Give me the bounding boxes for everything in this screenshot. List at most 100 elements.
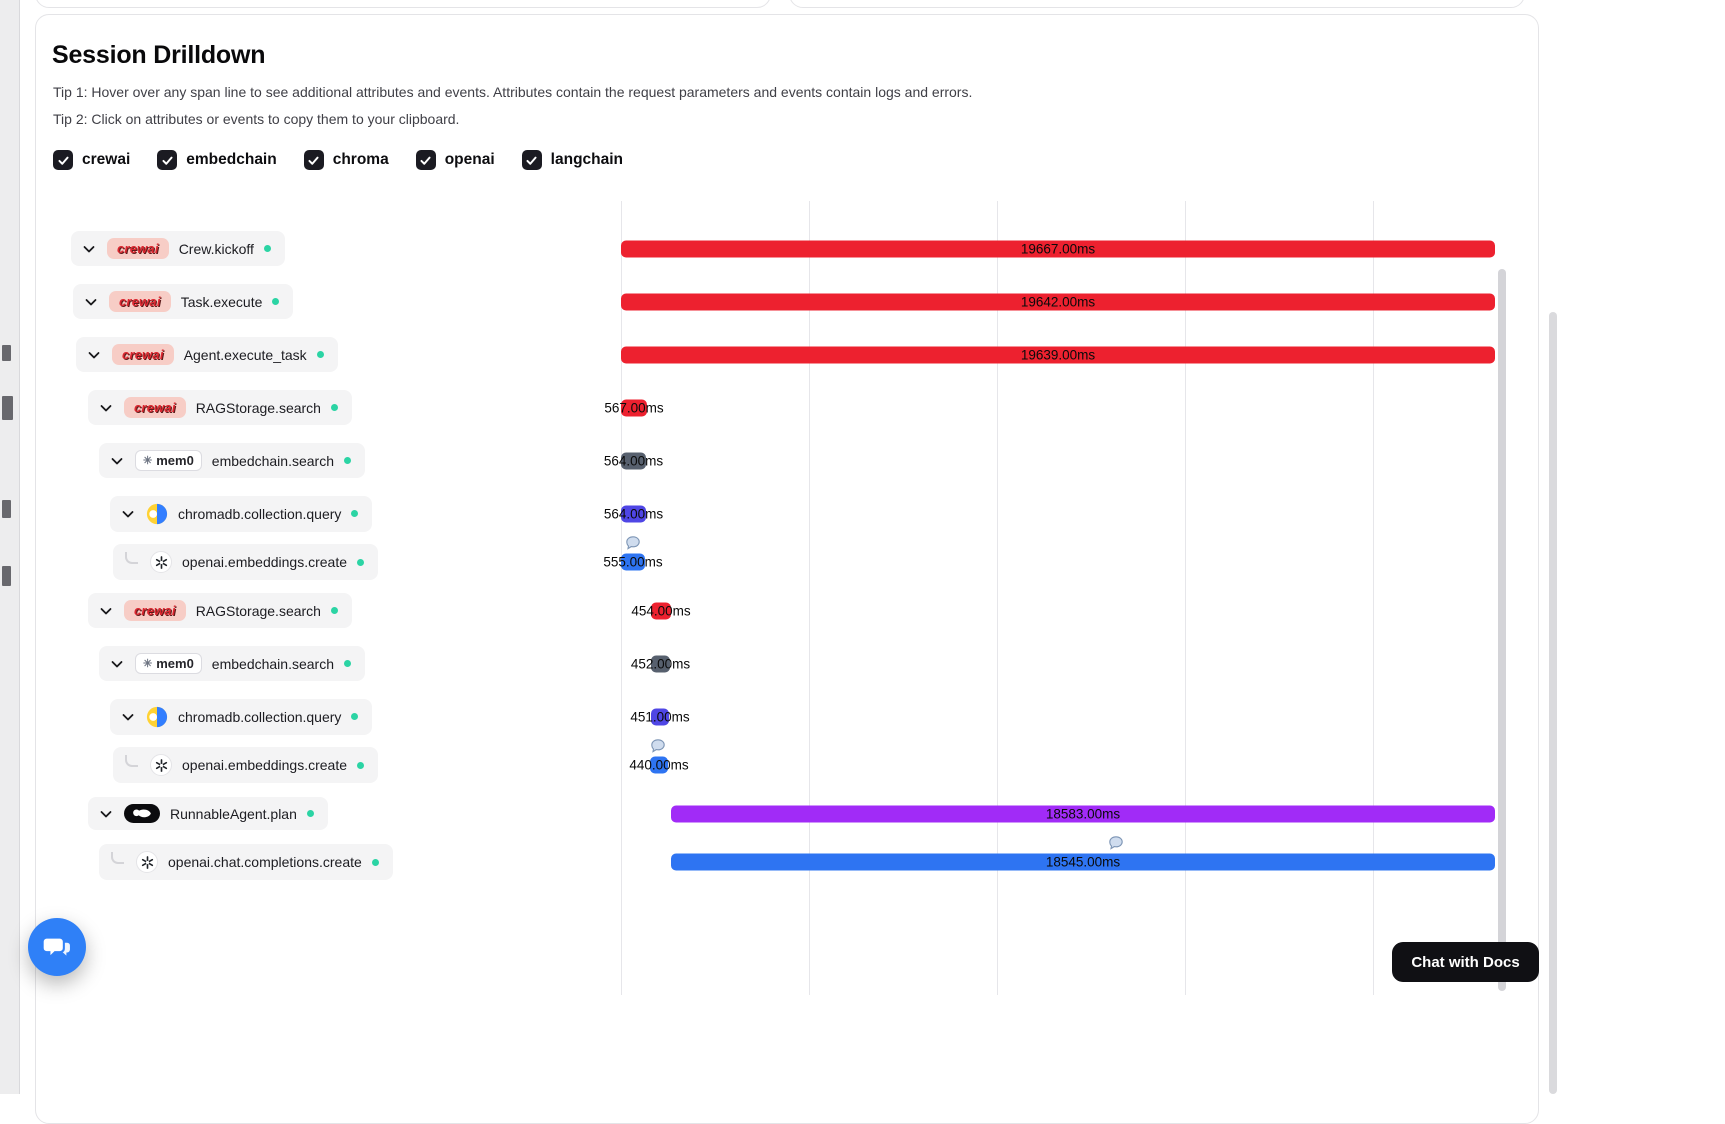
checkbox-icon[interactable]	[521, 150, 542, 170]
span-name: chromadb.collection.query	[178, 708, 342, 725]
duration-bar[interactable]	[651, 708, 669, 725]
span-pill[interactable]: crewai Agent.execute_task	[76, 337, 338, 372]
event-bubble-icon[interactable]	[625, 535, 641, 551]
span-rows: crewai Crew.kickoff 19667.00ms crewai Ta…	[36, 222, 1538, 884]
duration-bar[interactable]	[650, 756, 668, 774]
span-name: RAGStorage.search	[195, 399, 321, 416]
duration-label: 19667.00ms	[1020, 241, 1096, 256]
span-row: openai.embeddings.create 555.00ms	[36, 536, 1538, 584]
duration-bar[interactable]	[671, 853, 1495, 871]
span-row: openai.embeddings.create 440.00ms	[36, 739, 1538, 787]
filter-langchain[interactable]: langchain	[521, 150, 623, 170]
span-row-left: crewai RAGStorage.search	[36, 381, 352, 434]
filter-embedchain[interactable]: embedchain	[157, 150, 277, 170]
duration-label: 451.00ms	[630, 709, 690, 724]
status-dot	[343, 457, 351, 464]
chevron-down-icon[interactable]	[120, 506, 136, 522]
chevron-down-icon[interactable]	[98, 400, 114, 416]
span-name: Agent.execute_task	[183, 346, 307, 363]
span-pill[interactable]: crewai Crew.kickoff	[71, 231, 285, 266]
duration-bar[interactable]	[621, 240, 1495, 257]
trace-waterfall: crewai Crew.kickoff 19667.00ms crewai Ta…	[36, 201, 1538, 995]
chat-widget-launcher[interactable]	[28, 918, 86, 976]
chevron-down-icon[interactable]	[86, 347, 102, 363]
crewai-logo: crewai	[107, 238, 169, 259]
span-pill[interactable]: openai.chat.completions.create	[99, 844, 393, 880]
session-drilldown-card: Session Drilldown Tip 1: Hover over any …	[35, 14, 1539, 1124]
status-dot	[371, 858, 379, 866]
chevron-down-icon[interactable]	[98, 603, 114, 619]
chevron-down-icon[interactable]	[98, 806, 114, 822]
clipped-content-mark	[2, 345, 11, 361]
waterfall-scrollbar-thumb[interactable]	[1498, 269, 1506, 991]
chevron-down-icon[interactable]	[81, 241, 97, 257]
page-scrollbar-thumb[interactable]	[1549, 312, 1557, 1094]
span-pill[interactable]: ✳ mem0 embedchain.search	[99, 443, 365, 478]
tip-2: Tip 2: Click on attributes or events to …	[53, 111, 460, 127]
span-name: RunnableAgent.plan	[170, 805, 297, 822]
span-pill[interactable]: crewai RAGStorage.search	[88, 593, 352, 628]
chevron-down-icon[interactable]	[109, 453, 125, 469]
gridline	[809, 201, 810, 995]
duration-bar[interactable]	[621, 553, 645, 571]
span-pill[interactable]: openai.embeddings.create	[113, 544, 379, 580]
span-pill[interactable]: ✳ mem0 embedchain.search	[99, 646, 365, 681]
chevron-down-icon[interactable]	[109, 656, 125, 672]
crewai-logo: crewai	[112, 344, 174, 365]
chevron-down-icon[interactable]	[83, 294, 99, 310]
span-row: crewai Task.execute 19642.00ms	[36, 275, 1538, 328]
filter-label: crewai	[82, 151, 131, 168]
filter-chroma[interactable]: chroma	[303, 150, 389, 170]
chevron-down-icon[interactable]	[120, 709, 136, 725]
span-name: openai.embeddings.create	[182, 554, 348, 570]
filter-openai[interactable]: openai	[415, 150, 495, 170]
span-row-left: chromadb.collection.query	[36, 690, 373, 743]
duration-bar[interactable]	[621, 293, 1495, 310]
span-pill[interactable]: chromadb.collection.query	[110, 698, 373, 735]
crewai-logo: crewai	[124, 600, 186, 621]
duration-bar[interactable]	[621, 346, 1495, 363]
duration-label: 555.00ms	[603, 554, 663, 570]
span-name: openai.chat.completions.create	[168, 854, 362, 870]
crewai-logo: crewai	[124, 397, 186, 418]
filter-label: embedchain	[186, 151, 277, 168]
span-pill[interactable]: crewai Task.execute	[73, 284, 294, 319]
checkbox-icon[interactable]	[157, 150, 178, 170]
span-pill[interactable]: crewai RAGStorage.search	[88, 390, 352, 425]
gridline	[1373, 201, 1374, 995]
checkbox-icon[interactable]	[415, 150, 436, 170]
span-pill[interactable]: openai.embeddings.create	[113, 747, 379, 783]
duration-bar[interactable]	[621, 505, 646, 522]
span-row-left: ✳ mem0 embedchain.search	[36, 637, 365, 690]
gridline	[997, 201, 998, 995]
duration-bar[interactable]	[651, 655, 670, 672]
status-dot	[316, 351, 324, 358]
duration-bar[interactable]	[651, 602, 671, 619]
checkbox-icon[interactable]	[303, 150, 324, 170]
duration-bar[interactable]	[621, 399, 647, 416]
status-dot	[306, 810, 314, 817]
duration-bar[interactable]	[671, 805, 1495, 822]
clipped-content-mark	[2, 396, 13, 420]
checkbox-icon[interactable]	[53, 150, 73, 170]
span-row: crewai Crew.kickoff 19667.00ms	[36, 222, 1538, 275]
event-bubble-icon[interactable]	[1108, 835, 1124, 851]
gridline	[1185, 201, 1186, 995]
filter-crewai[interactable]: crewai	[53, 150, 130, 170]
duration-label: 564.00ms	[603, 453, 664, 468]
span-pill[interactable]: RunnableAgent.plan	[88, 797, 328, 830]
span-pill[interactable]: chromadb.collection.query	[110, 495, 373, 532]
mem0-logo: ✳ mem0	[135, 450, 202, 471]
chat-bubbles-icon	[42, 932, 72, 962]
duration-bar[interactable]	[621, 452, 646, 469]
event-bubble-icon[interactable]	[650, 738, 666, 754]
page-title: Session Drilldown	[52, 41, 266, 69]
span-row: openai.chat.completions.create 18545.00m…	[36, 836, 1538, 884]
status-dot	[272, 298, 280, 305]
chat-with-docs-button[interactable]: Chat with Docs	[1392, 942, 1539, 982]
duration-label: 440.00ms	[629, 757, 689, 773]
span-row-left: crewai Crew.kickoff	[36, 222, 285, 275]
duration-label: 567.00ms	[604, 400, 664, 415]
chroma-logo	[146, 503, 168, 525]
crewai-logo: crewai	[109, 291, 171, 312]
